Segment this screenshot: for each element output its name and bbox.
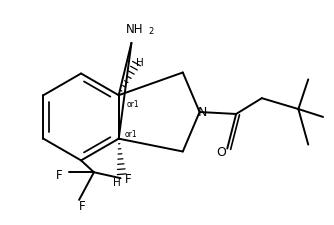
Text: 2: 2 <box>148 26 154 35</box>
Text: or1: or1 <box>125 130 137 139</box>
Text: N: N <box>198 106 207 119</box>
Text: NH: NH <box>126 22 143 35</box>
Text: F: F <box>125 172 132 185</box>
Text: H: H <box>136 57 143 67</box>
Text: or1: or1 <box>127 99 139 108</box>
Text: H: H <box>113 177 121 187</box>
Text: F: F <box>79 199 86 212</box>
Text: O: O <box>216 145 226 158</box>
Text: F: F <box>56 168 63 181</box>
